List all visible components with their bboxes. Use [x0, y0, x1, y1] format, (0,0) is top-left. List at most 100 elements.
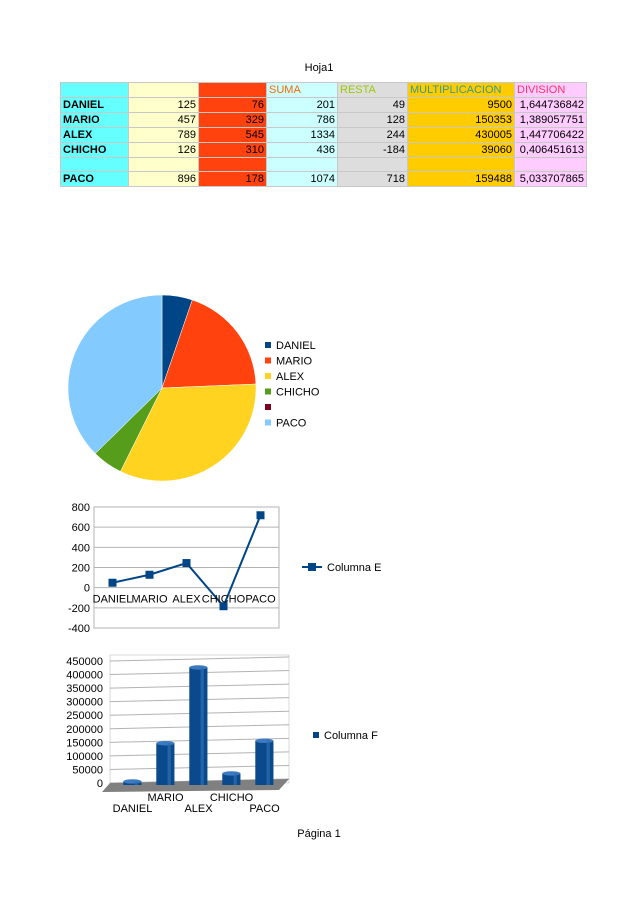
page-title: Hoja1 [304, 62, 334, 74]
value-cell[interactable]: 457 [128, 112, 199, 128]
legend-label: DANIEL [276, 340, 316, 352]
value-cell[interactable]: 125 [128, 97, 199, 113]
bar-highlight [266, 740, 270, 785]
y-tick-label: 250000 [66, 710, 103, 722]
x-tick-label: ALEX [184, 803, 213, 815]
value-cell[interactable]: -184 [337, 142, 408, 158]
x-tick-label: CHICHO [210, 792, 254, 804]
legend-swatch [265, 342, 271, 348]
y-tick-label: 450000 [66, 656, 103, 668]
bar-highlight [200, 667, 204, 785]
table-row: DANIEL 125 76 201 49 9500 1,644736842 [60, 97, 587, 113]
pie-slice-mario [161, 299, 257, 389]
value-cell[interactable]: 310 [198, 142, 267, 158]
value-cell[interactable]: 718 [337, 171, 408, 187]
row-label-cell[interactable]: CHICHO [60, 142, 129, 158]
value-cell[interactable]: 1,389057751 [514, 112, 587, 128]
header-cell[interactable]: DIVISION [514, 82, 587, 98]
data-point-marker [182, 559, 191, 568]
legend-label: PACO [276, 418, 307, 430]
value-cell[interactable]: 126 [128, 142, 199, 158]
legend-label: ALEX [276, 371, 305, 383]
value-cell[interactable] [266, 157, 338, 172]
y-tick-label: 100000 [66, 751, 103, 763]
x-tick-label: MARIO [148, 792, 185, 804]
value-cell[interactable]: 201 [266, 97, 338, 113]
value-cell[interactable] [407, 157, 515, 172]
y-tick-label: 200 [72, 563, 90, 575]
value-cell[interactable]: 430005 [407, 127, 515, 143]
value-cell[interactable]: 545 [198, 127, 267, 143]
y-tick-label: 0 [97, 778, 103, 790]
y-tick-label: 400000 [66, 670, 103, 682]
value-cell[interactable]: 1,644736842 [514, 97, 587, 113]
value-cell[interactable]: 786 [266, 112, 338, 128]
header-row: SUMA RESTA MULTIPLICACION DIVISION [60, 82, 587, 98]
value-cell[interactable] [337, 157, 408, 172]
row-label-cell[interactable]: DANIEL [60, 97, 129, 113]
y-tick-label: 600 [72, 522, 90, 534]
value-cell[interactable]: 39060 [407, 142, 515, 158]
header-cell[interactable]: MULTIPLICACION [407, 82, 515, 98]
x-tick-label: ALEX [172, 594, 201, 606]
legend-label: Columna E [327, 562, 381, 574]
value-cell[interactable]: 896 [128, 171, 199, 187]
value-cell[interactable]: 178 [198, 171, 267, 187]
y-tick-label: 0 [84, 583, 90, 595]
bar-top [255, 738, 274, 743]
x-tick-label: DANIEL [113, 803, 153, 815]
y-tick-label: 150000 [66, 737, 103, 749]
legend-swatch [265, 357, 271, 364]
bar-highlight [233, 773, 237, 785]
y-tick-label: 200000 [66, 724, 103, 736]
value-cell[interactable]: 128 [337, 112, 408, 128]
y-tick-label: 400 [72, 542, 90, 554]
y-tick-label: 350000 [66, 683, 103, 695]
bar-front [189, 667, 208, 785]
value-cell[interactable] [128, 157, 199, 172]
bar-top [189, 665, 208, 670]
y-tick-label: -200 [68, 603, 90, 615]
value-cell[interactable]: 9500 [407, 97, 515, 113]
legend-label: Columna F [324, 730, 378, 742]
header-cell[interactable] [60, 82, 129, 98]
data-point-marker [145, 570, 154, 579]
value-cell[interactable]: 159488 [407, 171, 515, 187]
pie-slice-alex [120, 383, 257, 482]
bar-front [156, 743, 175, 785]
bar-highlight [134, 781, 138, 785]
bar-front [255, 740, 274, 785]
legend-marker [308, 563, 316, 571]
value-cell[interactable]: 0,406451613 [514, 142, 587, 158]
value-cell[interactable]: 1334 [266, 127, 338, 143]
bar-top [222, 771, 241, 776]
value-cell[interactable]: 244 [337, 127, 408, 143]
value-cell[interactable]: 1,447706422 [514, 127, 587, 143]
bar-front [222, 773, 241, 785]
legend-swatch [265, 388, 271, 395]
row-label-cell[interactable]: ALEX [60, 127, 129, 143]
data-point-marker [108, 578, 117, 587]
data-point-marker [256, 511, 265, 520]
pie-chart: DANIEL MARIO ALEX CHICHO PACO [67, 294, 320, 482]
legend-swatch [265, 404, 271, 410]
x-tick-label: MARIO [131, 594, 168, 606]
bar-highlight [167, 743, 171, 785]
value-cell[interactable]: 1074 [266, 171, 338, 187]
legend-swatch [265, 373, 271, 379]
pie-slice-paco [67, 294, 163, 454]
value-cell[interactable]: 5,033707865 [514, 171, 587, 187]
table-row: PACO 896 178 1074 718 159488 5,033707865 [60, 171, 587, 187]
x-tick-label: PACO [245, 594, 276, 606]
data-point-marker [219, 602, 228, 611]
y-tick-label: 50000 [72, 764, 103, 776]
x-tick-label: DANIEL [93, 594, 133, 606]
page-footer: Página 1 [297, 828, 341, 840]
bar-top [123, 779, 142, 784]
table-row [60, 157, 587, 172]
value-cell[interactable] [514, 157, 587, 172]
value-cell[interactable] [198, 157, 267, 172]
x-tick-label: PACO [249, 803, 280, 815]
spreadsheet-table: SUMA RESTA MULTIPLICACION DIVISION DANIEL 125… [60, 82, 587, 187]
